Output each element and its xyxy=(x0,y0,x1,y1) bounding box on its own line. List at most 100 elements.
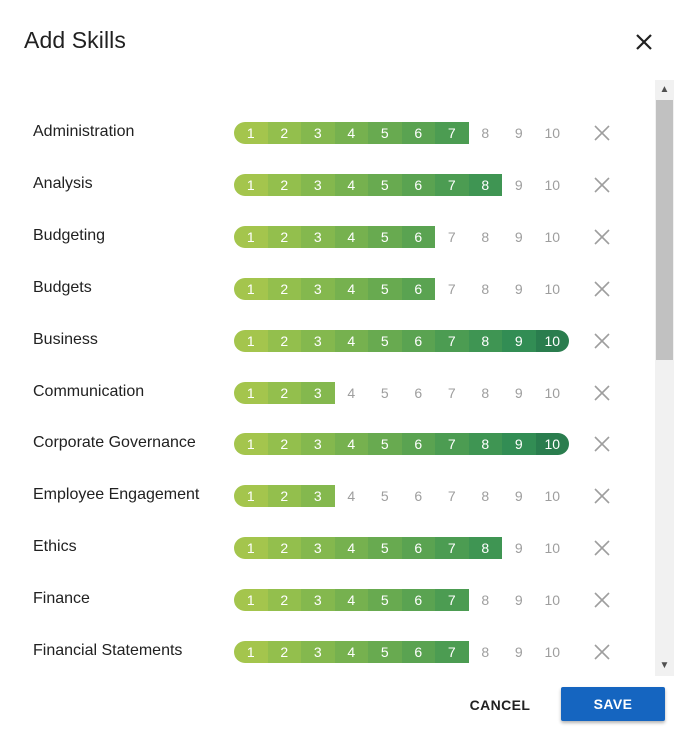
remove-skill-button[interactable] xyxy=(592,486,612,506)
rating-segment[interactable]: 10 xyxy=(544,644,561,660)
rating-segment[interactable]: 6 xyxy=(414,488,423,505)
remove-skill-button[interactable] xyxy=(592,331,612,351)
rating-segment[interactable]: 6 xyxy=(401,122,435,144)
rating-segment[interactable]: 6 xyxy=(401,433,435,456)
rating-segment[interactable]: 4 xyxy=(334,225,368,248)
rating-segment[interactable]: 10 xyxy=(544,592,561,609)
rating-segment[interactable]: 6 xyxy=(401,589,435,612)
rating-segment[interactable]: 6 xyxy=(401,225,435,248)
rating-segment[interactable]: 2 xyxy=(267,589,301,612)
rating-segment[interactable]: 4 xyxy=(334,329,368,352)
rating-segment[interactable]: 7 xyxy=(447,280,456,297)
rating-segment[interactable]: 4 xyxy=(334,173,368,196)
rating-segment[interactable]: 7 xyxy=(435,173,469,196)
rating-segment[interactable]: 8 xyxy=(481,228,490,245)
rating-segment[interactable]: 3 xyxy=(301,537,335,560)
rating-segment[interactable]: 9 xyxy=(502,329,536,352)
rating-segment[interactable]: 2 xyxy=(267,329,301,352)
remove-skill-button[interactable] xyxy=(592,279,612,299)
rating-segment[interactable]: 7 xyxy=(447,228,456,245)
rating-segment[interactable]: 7 xyxy=(447,488,456,505)
rating-segment[interactable]: 1 xyxy=(234,381,268,404)
rating-segment[interactable]: 9 xyxy=(502,433,536,456)
scrollbar-thumb[interactable] xyxy=(656,100,673,360)
rating-segment[interactable]: 5 xyxy=(380,488,389,505)
rating-segment[interactable]: 5 xyxy=(368,589,402,612)
rating-segment[interactable]: 7 xyxy=(447,384,456,401)
rating-segment[interactable]: 1 xyxy=(234,433,268,456)
rating-segment[interactable]: 8 xyxy=(481,125,490,141)
save-button[interactable]: SAVE xyxy=(561,687,665,721)
rating-segment[interactable]: 9 xyxy=(514,176,523,193)
rating-segment[interactable]: 3 xyxy=(301,589,335,612)
rating-segment[interactable]: 5 xyxy=(368,277,402,300)
rating-segment[interactable]: 10 xyxy=(544,280,561,297)
rating-segment[interactable]: 4 xyxy=(334,589,368,612)
rating-segment[interactable]: 6 xyxy=(401,641,435,663)
scroll-down-icon[interactable]: ▼ xyxy=(659,660,670,671)
rating-segment[interactable]: 3 xyxy=(301,433,335,456)
rating-segment[interactable]: 1 xyxy=(234,641,268,663)
rating-segment[interactable]: 8 xyxy=(481,384,490,401)
rating-segment[interactable]: 5 xyxy=(368,225,402,248)
rating-segment[interactable]: 8 xyxy=(468,537,502,560)
rating-segment[interactable]: 5 xyxy=(368,173,402,196)
remove-skill-button[interactable] xyxy=(592,175,612,195)
rating-segment[interactable]: 3 xyxy=(301,381,335,404)
rating-segment[interactable]: 10 xyxy=(535,329,569,352)
scroll-up-icon[interactable]: ▲ xyxy=(659,84,670,95)
rating-segment[interactable]: 9 xyxy=(514,125,523,141)
rating-segment[interactable]: 2 xyxy=(267,277,301,300)
skills-list[interactable]: Administration 1 2 3 4 5 6 7 8 9 10 Analysis 1 2 3 4 5 6 7… xyxy=(0,80,655,676)
remove-skill-button[interactable] xyxy=(592,642,612,662)
rating-segment[interactable]: 3 xyxy=(301,122,335,144)
rating-segment[interactable]: 1 xyxy=(234,122,268,144)
rating-segment[interactable]: 8 xyxy=(468,433,502,456)
rating-segment[interactable]: 10 xyxy=(535,433,569,456)
remove-skill-button[interactable] xyxy=(592,123,612,143)
remove-skill-button[interactable] xyxy=(592,383,612,403)
rating-segment[interactable]: 4 xyxy=(334,122,368,144)
remove-skill-button[interactable] xyxy=(592,227,612,247)
rating-segment[interactable]: 6 xyxy=(401,277,435,300)
rating-segment[interactable]: 7 xyxy=(435,329,469,352)
rating-segment[interactable]: 9 xyxy=(514,384,523,401)
rating-segment[interactable]: 4 xyxy=(334,433,368,456)
scrollbar[interactable]: ▲ ▼ xyxy=(655,80,674,676)
rating-segment[interactable]: 6 xyxy=(401,329,435,352)
rating-segment[interactable]: 1 xyxy=(234,225,268,248)
rating-segment[interactable]: 8 xyxy=(481,644,490,660)
cancel-button[interactable]: CANCEL xyxy=(469,697,531,713)
rating-segment[interactable]: 1 xyxy=(234,173,268,196)
remove-skill-button[interactable] xyxy=(592,434,612,454)
rating-segment[interactable]: 5 xyxy=(368,641,402,663)
rating-segment[interactable]: 3 xyxy=(301,641,335,663)
rating-segment[interactable]: 10 xyxy=(544,384,561,401)
rating-segment[interactable]: 8 xyxy=(468,329,502,352)
rating-segment[interactable]: 5 xyxy=(368,433,402,456)
rating-segment[interactable]: 1 xyxy=(234,329,268,352)
rating-segment[interactable]: 2 xyxy=(267,225,301,248)
rating-segment[interactable]: 3 xyxy=(301,485,335,508)
rating-segment[interactable]: 2 xyxy=(267,381,301,404)
rating-segment[interactable]: 8 xyxy=(481,592,490,609)
rating-segment[interactable]: 7 xyxy=(435,122,469,144)
rating-segment[interactable]: 6 xyxy=(401,537,435,560)
rating-segment[interactable]: 2 xyxy=(267,122,301,144)
rating-segment[interactable]: 4 xyxy=(334,277,368,300)
rating-segment[interactable]: 5 xyxy=(380,384,389,401)
rating-segment[interactable]: 8 xyxy=(468,173,502,196)
close-button[interactable] xyxy=(630,28,658,56)
rating-segment[interactable]: 8 xyxy=(481,488,490,505)
rating-segment[interactable]: 4 xyxy=(334,641,368,663)
rating-segment[interactable]: 10 xyxy=(544,488,561,505)
rating-segment[interactable]: 5 xyxy=(368,537,402,560)
rating-segment[interactable]: 10 xyxy=(544,540,561,557)
rating-segment[interactable]: 3 xyxy=(301,173,335,196)
rating-segment[interactable]: 8 xyxy=(481,280,490,297)
rating-segment[interactable]: 2 xyxy=(267,537,301,560)
rating-segment[interactable]: 9 xyxy=(514,228,523,245)
rating-segment[interactable]: 1 xyxy=(234,589,268,612)
rating-segment[interactable]: 2 xyxy=(267,433,301,456)
rating-segment[interactable]: 4 xyxy=(334,537,368,560)
